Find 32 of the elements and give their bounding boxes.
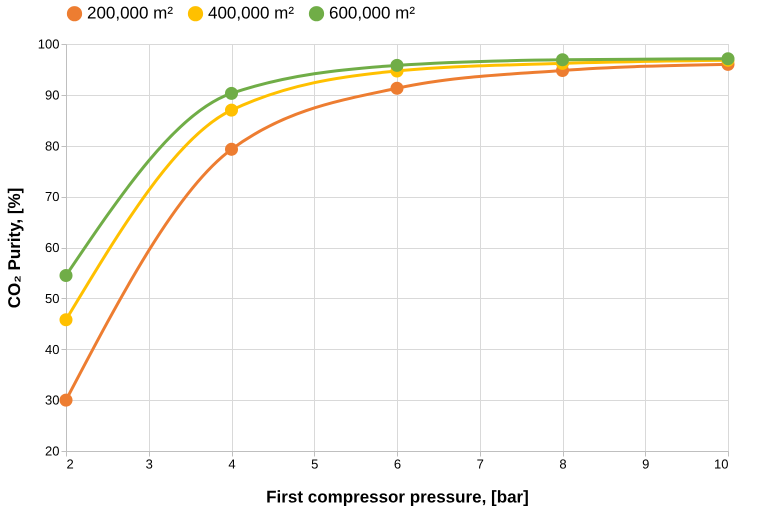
point [390, 82, 404, 95]
y-tick-label: 70 [45, 189, 60, 204]
legend-label: 400,000 m² [208, 4, 294, 23]
legend-label: 600,000 m² [329, 4, 416, 23]
x-tick-label: 9 [642, 456, 650, 472]
x-tick-label: 7 [476, 456, 484, 472]
x-tick-label: 5 [311, 456, 318, 472]
x-tick-label: 6 [394, 456, 402, 472]
x-tick-label: 10 [714, 456, 728, 472]
x-tick-label: 3 [146, 456, 153, 472]
y-tick-label: 80 [45, 138, 60, 154]
x-tick-label: 8 [559, 456, 567, 472]
point [390, 58, 404, 72]
point [59, 268, 73, 282]
y-tick-label: 50 [45, 290, 60, 306]
legend-label: 200,000 m² [87, 4, 174, 23]
y-tick-label: 20 [45, 444, 60, 458]
y-tick-label: 100 [38, 36, 60, 52]
point [224, 104, 238, 117]
point [224, 86, 238, 100]
point [59, 394, 73, 407]
y-tick-label: 40 [45, 342, 60, 357]
x-tick-label: 2 [66, 456, 74, 472]
point [556, 53, 570, 66]
y-tick-label: 90 [45, 87, 60, 102]
x-axis-title: First compressor pressure, [bar] [266, 488, 529, 506]
y-tick-label: 30 [45, 392, 60, 408]
y-tick-label: 60 [45, 240, 60, 255]
y-axis-title: CO₂ Purity, [%] [4, 188, 24, 308]
point [224, 142, 238, 156]
x-tick-label: 4 [228, 456, 236, 472]
point [59, 313, 73, 326]
